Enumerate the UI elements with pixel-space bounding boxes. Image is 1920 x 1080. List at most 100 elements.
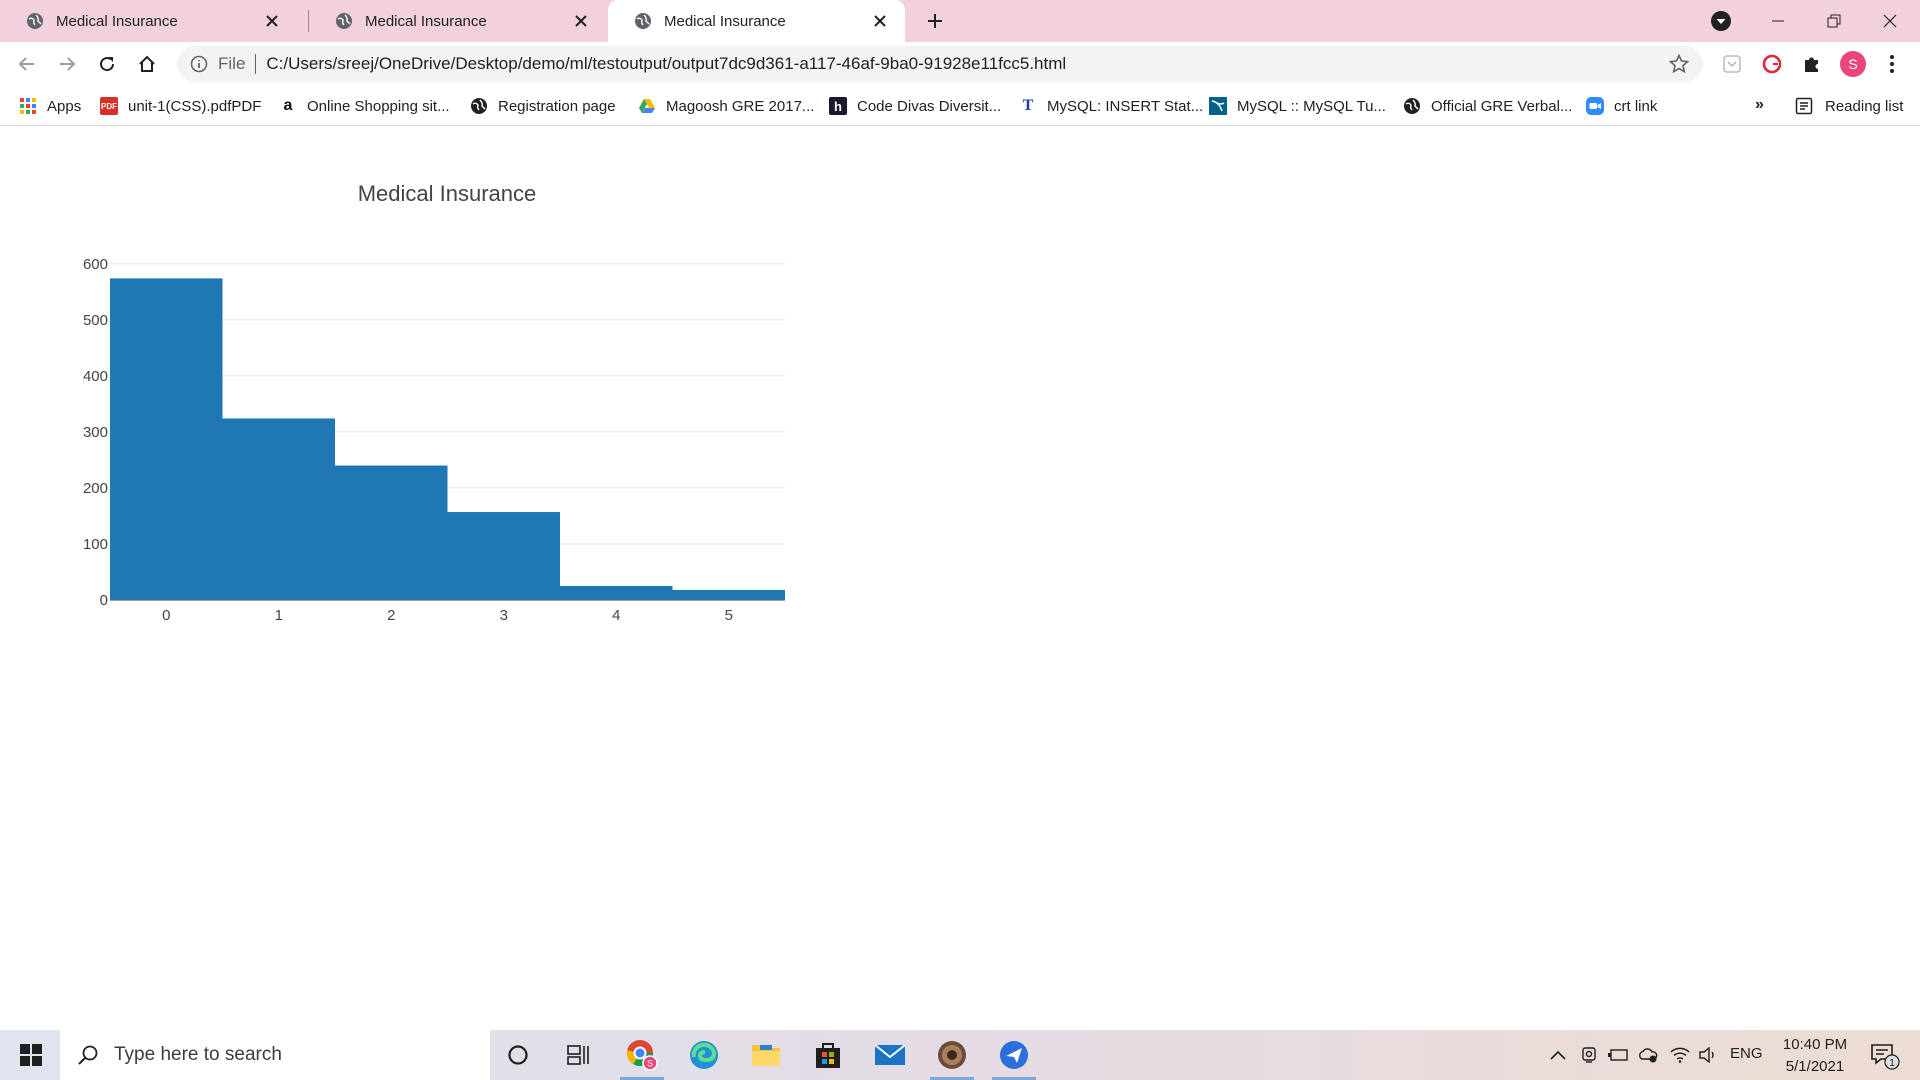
url-text[interactable]: C:/Users/sreej/OneDrive/Desktop/demo/ml/… <box>266 54 1067 73</box>
bar <box>110 278 223 600</box>
reload-icon <box>100 57 115 72</box>
taskbar-clock[interactable]: 10:40 PM 5/1/2021 <box>1770 1034 1860 1078</box>
cortana-button[interactable] <box>490 1030 546 1080</box>
bookmark-label: Magoosh GRE 2017... <box>666 97 815 115</box>
new-tab-button[interactable] <box>922 8 948 34</box>
close-tab-icon[interactable] <box>570 10 592 32</box>
tab-title: Medical Insurance <box>365 12 487 30</box>
reading-list-button[interactable]: Reading list <box>1795 94 1903 118</box>
close-icon <box>1883 14 1897 28</box>
bookmark-mysql-tutorial[interactable]: MySQL :: MySQL Tu... <box>1209 94 1386 118</box>
start-button[interactable] <box>8 1038 54 1072</box>
bookmark-label: crt link <box>1614 97 1658 115</box>
url-separator <box>255 54 257 74</box>
clock-date: 5/1/2021 <box>1785 1058 1845 1075</box>
bookmark-label: Apps <box>47 97 82 115</box>
browser-tab-1[interactable]: Medical Insurance <box>0 0 297 42</box>
close-tab-icon[interactable] <box>261 10 283 32</box>
extensions-button[interactable] <box>1800 52 1824 76</box>
taskbar-mail[interactable] <box>862 1030 918 1080</box>
bookmark-unit-1-css[interactable]: PDF unit-1(CSS).pdfPDF <box>100 94 261 118</box>
bookmark-official-gre-verbal[interactable]: Official GRE Verbal... <box>1403 94 1572 118</box>
restore-button[interactable] <box>1806 4 1862 38</box>
globe-icon <box>635 13 651 29</box>
taskbar-app-blue[interactable] <box>986 1030 1042 1080</box>
taskbar-chrome[interactable]: S <box>614 1030 670 1080</box>
x-tick-label: 1 <box>275 607 283 624</box>
browser-tab-3-active[interactable]: Medical Insurance <box>608 0 905 42</box>
action-center-button[interactable]: 1 <box>1870 1042 1900 1070</box>
bar <box>672 589 785 600</box>
cortana-circle-icon <box>508 1045 528 1065</box>
t-logo-icon: T <box>1022 97 1034 114</box>
speaker-icon <box>1699 1047 1714 1063</box>
reading-list-label: Reading list <box>1825 97 1904 115</box>
extension-grammarly-button[interactable] <box>1760 52 1784 76</box>
edge-icon <box>690 1041 718 1069</box>
globe-icon <box>1404 98 1420 114</box>
bookmark-label: Code Divas Diversit... <box>857 97 1002 115</box>
reload-button[interactable] <box>91 48 123 80</box>
close-tab-icon[interactable] <box>869 10 891 32</box>
bookmark-label: MySQL :: MySQL Tu... <box>1237 97 1386 115</box>
tray-onedrive[interactable] <box>1638 1045 1658 1065</box>
language-indicator[interactable]: ENG <box>1730 1045 1763 1062</box>
bookmark-registration-page[interactable]: Registration page <box>470 94 616 118</box>
tab-title: Medical Insurance <box>664 12 786 30</box>
taskbar-app-badge[interactable] <box>924 1030 980 1080</box>
show-hidden-icons-button[interactable] <box>1548 1045 1568 1065</box>
mysql-icon <box>1209 97 1227 115</box>
globe-icon <box>27 13 43 29</box>
globe-icon <box>336 13 352 29</box>
y-tick-label: 400 <box>83 368 108 385</box>
tray-volume[interactable] <box>1698 1045 1718 1065</box>
chrome-icon: S <box>626 1040 658 1071</box>
taskbar-edge[interactable] <box>676 1030 732 1080</box>
bookmark-star-icon[interactable] <box>1669 54 1689 74</box>
bar <box>222 418 335 600</box>
profile-avatar[interactable]: S <box>1840 51 1866 77</box>
bookmark-online-shopping[interactable]: a Online Shopping sit... <box>279 94 450 118</box>
wifi-icon <box>1670 1047 1690 1063</box>
bookmarks-overflow-button[interactable]: » <box>1755 96 1764 113</box>
tray-wifi[interactable] <box>1670 1045 1690 1065</box>
x-tick-label: 2 <box>387 607 395 624</box>
h-logo-icon: h <box>829 97 847 115</box>
forward-button[interactable] <box>51 48 83 80</box>
paper-plane-icon <box>1000 1041 1028 1069</box>
bookmark-crt-link[interactable]: crt link <box>1586 94 1657 118</box>
search-placeholder: Type here to search <box>114 1044 282 1065</box>
browser-menu-button[interactable] <box>1880 52 1904 76</box>
webcam-icon <box>1582 1047 1596 1063</box>
bar-chart: Medical Insurance 0 100 200 300 400 500 600 0 1 2 3… <box>83 181 785 624</box>
address-bar[interactable]: File C:/Users/sreej/OneDrive/Desktop/dem… <box>177 46 1703 82</box>
tray-battery[interactable] <box>1608 1045 1628 1065</box>
taskbar-search-box[interactable]: Type here to search <box>60 1030 490 1080</box>
pocket-icon <box>1723 55 1741 73</box>
browser-toolbar: File C:/Users/sreej/OneDrive/Desktop/dem… <box>0 42 1920 86</box>
task-view-button[interactable] <box>551 1030 607 1080</box>
bookmark-mysql-insert[interactable]: T MySQL: INSERT Stat... <box>1019 94 1204 118</box>
bookmark-code-divas[interactable]: h Code Divas Diversit... <box>829 94 1001 118</box>
taskbar-store[interactable] <box>800 1030 856 1080</box>
minimize-button[interactable] <box>1750 4 1806 38</box>
bar <box>560 585 673 600</box>
x-tick-label: 0 <box>162 607 170 624</box>
close-window-button[interactable] <box>1862 4 1918 38</box>
browser-tab-2[interactable]: Medical Insurance <box>309 0 606 42</box>
back-button[interactable] <box>11 48 43 80</box>
info-icon[interactable] <box>190 55 208 73</box>
bookmark-magoosh-gre[interactable]: Magoosh GRE 2017... <box>638 94 814 118</box>
folder-icon <box>752 1045 780 1066</box>
taskbar-file-explorer[interactable] <box>738 1030 794 1080</box>
tray-meet-now[interactable] <box>1580 1045 1600 1065</box>
plus-icon <box>928 14 942 28</box>
amazon-icon: a <box>283 97 293 114</box>
arrow-right-icon <box>60 57 76 71</box>
notification-count: 1 <box>1889 1058 1895 1069</box>
extension-save-button[interactable] <box>1720 52 1744 76</box>
task-view-icon <box>567 1045 589 1065</box>
bookmark-apps[interactable]: Apps <box>19 94 81 118</box>
home-button[interactable] <box>131 48 163 80</box>
tab-search-button[interactable] <box>1710 10 1732 32</box>
